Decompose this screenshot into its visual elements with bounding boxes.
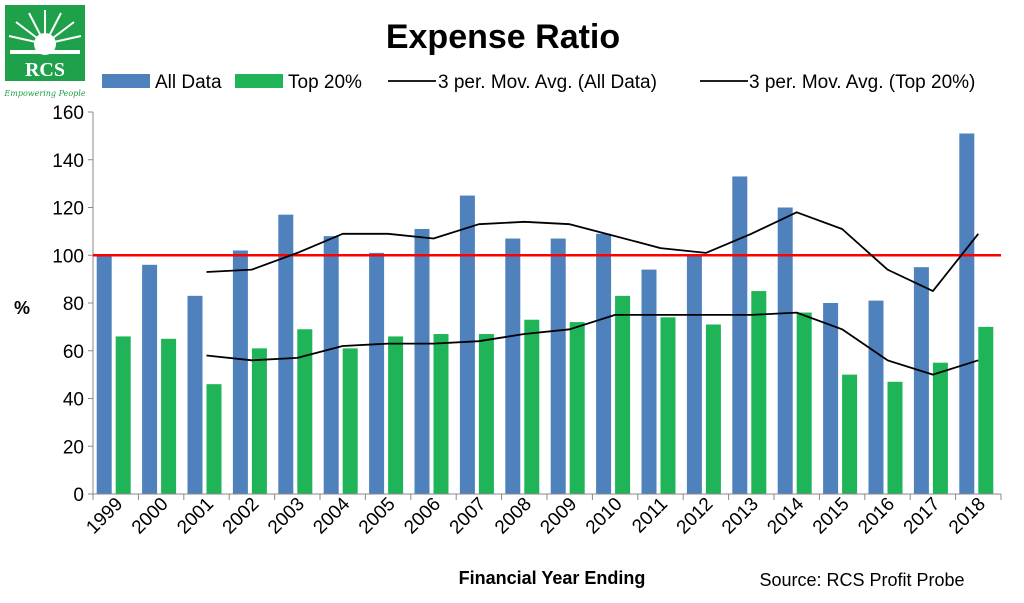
y-axis: 0 20 40 60 80 100 120 140 160	[52, 103, 94, 506]
x-tick-label-2015: 2015	[809, 494, 854, 539]
bar-top-20-2008	[524, 319, 540, 494]
y-tick-label: 100	[52, 246, 84, 267]
y-tick-label: 20	[63, 437, 84, 458]
bar-all-data-2006	[414, 228, 430, 495]
x-tick-label-2011: 2011	[628, 494, 672, 538]
bar-top-20-2016	[887, 381, 903, 494]
bar-all-data-2012	[686, 255, 702, 494]
legend-label-2: 3 per. Mov. Avg. (All Data)	[438, 72, 657, 93]
bar-all-data-2011	[641, 269, 657, 494]
x-axis-label: Financial Year Ending	[459, 568, 646, 588]
bar-top-20-2002	[251, 348, 267, 494]
bar-all-data-2017	[913, 267, 929, 494]
bar-top-20-2006	[433, 334, 449, 494]
bar-all-data-2003	[278, 214, 294, 494]
bar-top-20-2017	[932, 362, 948, 494]
bar-top-20-2014	[796, 312, 812, 494]
x-tick-label-2014: 2014	[763, 493, 808, 538]
x-tick-label-2008: 2008	[491, 494, 536, 539]
moving-average-lines	[206, 211, 980, 376]
bar-all-data-2016	[868, 300, 884, 494]
x-tick-label-2017: 2017	[900, 494, 945, 539]
y-tick-label: 60	[63, 342, 84, 363]
bar-top-20-2000	[161, 338, 177, 494]
logo-text: RCS	[25, 59, 65, 81]
bar-all-data-2008	[505, 238, 521, 494]
x-tick-label-2001: 2001	[173, 494, 218, 539]
x-tick-label-1999: 1999	[82, 494, 127, 539]
x-tick-label-2000: 2000	[128, 494, 173, 539]
bar-top-20-2015	[842, 374, 858, 494]
bar-top-20-2001	[206, 384, 222, 494]
bar-top-20-2011	[660, 317, 676, 494]
y-tick-label: 160	[52, 103, 84, 124]
bar-all-data-2007	[459, 195, 475, 494]
legend-swatch-0	[102, 74, 150, 88]
logo-tagline: Empowering People	[4, 89, 86, 98]
x-tick-label-2007: 2007	[446, 494, 491, 539]
bar-all-data-2010	[596, 233, 612, 494]
bar-top-20-2005	[388, 336, 404, 494]
bar-top-20-2012	[705, 324, 721, 494]
bar-top-20-2003	[297, 329, 313, 494]
chart-title: Expense Ratio	[386, 18, 620, 56]
bar-top-20-2010	[615, 295, 631, 494]
bar-top-20-2018	[978, 326, 994, 494]
rcs-logo: RCS Empowering People	[4, 5, 86, 98]
x-tick-label-2013: 2013	[718, 494, 763, 539]
bar-top-20-1999	[115, 336, 131, 494]
bar-all-data-2002	[232, 250, 248, 494]
bar-all-data-2001	[187, 295, 203, 494]
bar-series	[96, 133, 994, 495]
y-tick-label: 0	[73, 485, 84, 506]
bar-all-data-2009	[550, 238, 566, 494]
y-axis-label: %	[14, 298, 30, 318]
legend-label-0: All Data	[155, 72, 222, 93]
x-tick-label-2009: 2009	[536, 494, 581, 539]
x-axis: 1999 2000 2001 2002 2003 2004 2005 2006 2007 2008…	[82, 493, 1002, 539]
bar-all-data-2014	[777, 207, 793, 494]
sunburst-icon	[8, 10, 82, 55]
legend-label-1: Top 20%	[288, 72, 362, 93]
bar-top-20-2007	[478, 334, 494, 494]
chart-legend: All Data Top 20% 3 per. Mov. Avg. (All Dat…	[102, 72, 975, 93]
bar-all-data-2018	[959, 133, 975, 495]
bar-all-data-2013	[732, 176, 748, 494]
bar-all-data-2005	[369, 252, 385, 494]
source-note: Source: RCS Profit Probe	[759, 570, 964, 590]
x-tick-label-2006: 2006	[400, 494, 445, 539]
legend-label-3: 3 per. Mov. Avg. (Top 20%)	[749, 72, 975, 93]
y-tick-label: 120	[52, 199, 84, 220]
y-tick-label: 140	[52, 151, 84, 172]
bar-all-data-2015	[823, 303, 839, 494]
x-tick-label-2012: 2012	[673, 494, 718, 539]
line-mov-avg-all-data	[206, 211, 980, 293]
x-tick-label-2010: 2010	[582, 494, 627, 539]
y-tick-label: 40	[63, 390, 84, 411]
x-tick-label-2004: 2004	[309, 493, 354, 538]
x-tick-label-2002: 2002	[219, 494, 264, 539]
y-tick-label: 80	[63, 294, 84, 315]
x-tick-label-2018: 2018	[945, 494, 990, 539]
x-tick-label-2016: 2016	[854, 494, 899, 539]
bar-all-data-2004	[323, 236, 339, 494]
x-tick-label-2003: 2003	[264, 494, 309, 539]
bar-top-20-2013	[751, 291, 767, 494]
legend-swatch-1	[235, 74, 283, 88]
x-tick-label-2005: 2005	[355, 494, 400, 539]
bar-all-data-2000	[142, 264, 158, 494]
line-mov-avg-top-20	[206, 311, 979, 376]
bar-all-data-1999	[96, 255, 112, 494]
bar-top-20-2009	[569, 322, 585, 494]
bar-top-20-2004	[342, 348, 358, 494]
